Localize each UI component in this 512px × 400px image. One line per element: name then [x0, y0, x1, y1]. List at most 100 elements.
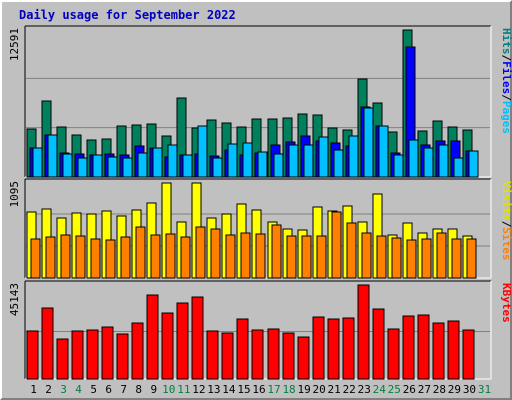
bar-pages-day-14 — [227, 143, 238, 178]
day-label-8: 8 — [135, 383, 142, 396]
bar-sites-day-13 — [210, 228, 221, 279]
bar-sites-day-1 — [30, 238, 41, 279]
bar-sites-day-12 — [195, 226, 206, 279]
bar-kbytes-day-25 — [387, 328, 400, 380]
bar-pages-day-7 — [122, 157, 133, 178]
bar-pages-day-30 — [468, 150, 479, 178]
bar-pages-day-1 — [32, 147, 43, 178]
bar-sites-day-5 — [90, 238, 101, 279]
day-label-22: 22 — [343, 383, 356, 396]
bar-sites-day-8 — [135, 226, 146, 279]
bar-pages-day-5 — [92, 154, 103, 178]
bar-sites-day-17 — [271, 224, 282, 279]
day-label-23: 23 — [358, 383, 371, 396]
day-label-10: 10 — [162, 383, 175, 396]
bar-sites-day-20 — [316, 235, 327, 279]
legend-item: KBytes — [500, 283, 512, 323]
bar-sites-day-7 — [120, 236, 131, 279]
bar-pages-day-19 — [303, 144, 314, 178]
day-label-4: 4 — [75, 383, 82, 396]
day-label-21: 21 — [328, 383, 341, 396]
bar-pages-day-28 — [438, 144, 449, 178]
bar-kbytes-day-15 — [236, 318, 249, 380]
day-label-15: 15 — [237, 383, 250, 396]
bar-kbytes-day-19 — [297, 336, 310, 380]
bar-sites-day-18 — [286, 235, 297, 279]
bar-pages-day-4 — [77, 157, 88, 178]
bar-pages-day-15 — [242, 142, 253, 178]
legend-hits-files-pages: Hits/Files/Pages — [500, 28, 512, 134]
day-label-2: 2 — [45, 383, 52, 396]
bar-kbytes-day-30 — [462, 329, 475, 380]
day-label-25: 25 — [388, 383, 401, 396]
bar-kbytes-day-9 — [146, 294, 159, 380]
day-label-16: 16 — [252, 383, 265, 396]
bar-kbytes-day-10 — [161, 312, 174, 380]
bar-sites-day-29 — [451, 238, 462, 279]
bar-pages-day-16 — [257, 151, 268, 178]
bar-pages-day-10 — [167, 144, 178, 178]
bar-kbytes-day-11 — [176, 302, 189, 380]
day-label-17: 17 — [267, 383, 280, 396]
bar-kbytes-day-18 — [282, 332, 295, 380]
bar-sites-day-19 — [301, 235, 312, 279]
bar-pages-day-29 — [453, 157, 464, 178]
bar-kbytes-day-7 — [116, 333, 129, 380]
bar-pages-day-22 — [348, 135, 359, 178]
y-max-label-hits-files-pages: 12591 — [8, 28, 21, 61]
bar-sites-day-26 — [406, 239, 417, 279]
day-label-13: 13 — [207, 383, 220, 396]
bar-kbytes-day-8 — [131, 322, 144, 380]
day-label-12: 12 — [192, 383, 205, 396]
legend-item: Hits — [500, 28, 512, 55]
bar-kbytes-day-24 — [372, 308, 385, 380]
bar-pages-day-20 — [318, 136, 329, 178]
bar-kbytes-day-29 — [447, 320, 460, 380]
legend-kbytes: KBytes — [500, 283, 512, 323]
bar-pages-day-8 — [137, 152, 148, 178]
bar-kbytes-day-6 — [101, 326, 114, 380]
day-label-9: 9 — [150, 383, 157, 396]
bar-sites-day-21 — [331, 211, 342, 279]
legend-item: / — [500, 221, 512, 228]
bar-pages-day-25 — [393, 154, 404, 178]
y-max-label-kbytes: 45143 — [8, 283, 21, 316]
bar-pages-day-13 — [212, 157, 223, 178]
day-label-7: 7 — [120, 383, 127, 396]
legend-item: Pages — [500, 101, 512, 134]
day-label-28: 28 — [433, 383, 446, 396]
bar-sites-day-3 — [60, 234, 71, 279]
bar-kbytes-day-21 — [327, 318, 340, 380]
bar-sites-day-9 — [150, 234, 161, 279]
bar-sites-day-22 — [346, 222, 357, 279]
bar-pages-day-26 — [408, 139, 419, 178]
bar-kbytes-day-17 — [267, 328, 280, 380]
day-label-31: 31 — [478, 383, 491, 396]
bar-sites-day-14 — [225, 234, 236, 279]
bar-pages-day-23 — [363, 107, 374, 178]
bar-sites-day-28 — [436, 232, 447, 279]
bar-sites-day-30 — [466, 238, 477, 279]
day-label-18: 18 — [282, 383, 295, 396]
bar-kbytes-day-4 — [71, 330, 84, 380]
day-label-3: 3 — [60, 383, 67, 396]
bar-kbytes-day-13 — [206, 330, 219, 380]
legend-item: / — [500, 94, 512, 101]
bar-sites-day-2 — [45, 236, 56, 279]
bar-sites-day-16 — [255, 233, 266, 279]
legend-item: Files — [500, 61, 512, 94]
bar-kbytes-day-2 — [41, 307, 54, 380]
bar-kbytes-day-16 — [251, 329, 264, 380]
bar-pages-day-6 — [107, 156, 118, 178]
bar-kbytes-day-28 — [432, 322, 445, 380]
bar-sites-day-27 — [421, 238, 432, 279]
bar-pages-day-27 — [423, 147, 434, 178]
legend-visits-sites: Visits/Sites — [500, 181, 512, 261]
bar-kbytes-day-5 — [86, 329, 99, 380]
bar-pages-day-3 — [62, 153, 73, 178]
bar-pages-day-21 — [333, 149, 344, 178]
day-label-27: 27 — [418, 383, 431, 396]
bar-sites-day-6 — [105, 239, 116, 279]
bar-pages-day-17 — [273, 153, 284, 178]
